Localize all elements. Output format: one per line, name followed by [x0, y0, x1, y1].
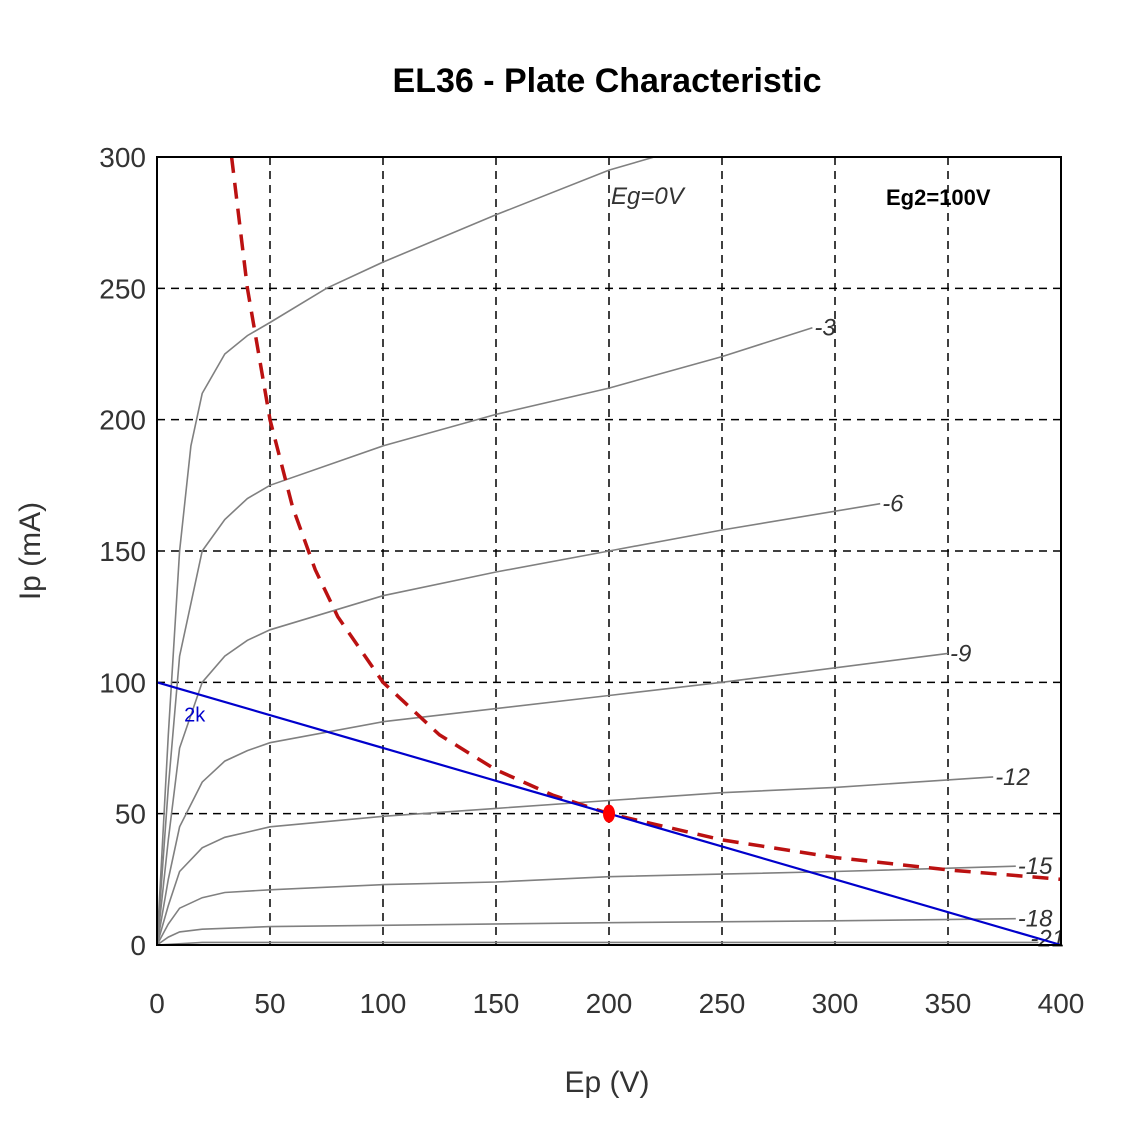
curve-label: -9 — [950, 640, 971, 667]
curve-minus-12 — [156, 776, 994, 946]
x-tick-label: 250 — [699, 988, 746, 1019]
curve-minus-3 — [156, 326, 813, 946]
plot-frame — [156, 156, 1062, 946]
curve-eg-0v — [156, 156, 655, 946]
x-tick-label: 400 — [1038, 988, 1085, 1019]
chart-title: EL36 - Plate Characteristic — [393, 62, 822, 100]
curve-minus-9 — [156, 652, 949, 946]
curve-label: -18 — [1018, 906, 1053, 933]
x-tick-label: 350 — [925, 988, 972, 1019]
x-tick-label: 150 — [473, 988, 520, 1019]
curve-label: -21 — [1030, 925, 1065, 952]
load-line-label: 2k — [184, 705, 206, 727]
y-tick-label: 250 — [99, 273, 146, 304]
curve-label: Eg=0V — [611, 183, 686, 210]
curve-minus-15 — [156, 865, 1016, 946]
tick-labels: 0 50 100 150 200 250 300 350 400 0 50 100 150 200 250 3… — [99, 142, 1084, 1019]
characteristic-curves: Eg=0V-3-6-9-12-15-18-21 — [156, 156, 1065, 952]
operating-point — [603, 804, 615, 823]
x-tick-label: 300 — [812, 988, 859, 1019]
y-tick-label: 150 — [99, 536, 146, 567]
y-tick-label: 300 — [99, 142, 146, 173]
x-tick-label: 200 — [586, 988, 633, 1019]
curve-minus-18 — [156, 917, 1016, 946]
max-dissipation-curve — [229, 156, 1062, 882]
screen-grid-voltage-annotation: Eg2=100V — [886, 185, 991, 210]
curve-label: -3 — [814, 315, 836, 342]
x-tick-label: 0 — [149, 988, 165, 1019]
max-dissipation-line — [229, 156, 1062, 882]
x-axis-label: Ep (V) — [564, 1066, 649, 1099]
y-tick-label: 200 — [99, 405, 146, 436]
curve-label: -6 — [882, 491, 904, 518]
curve-minus-21 — [156, 941, 1039, 946]
y-tick-label: 100 — [99, 667, 146, 698]
y-axis-label: Ip (mA) — [14, 502, 47, 600]
x-tick-label: 50 — [254, 988, 285, 1019]
x-tick-label: 100 — [360, 988, 407, 1019]
curve-minus-6 — [156, 502, 881, 946]
load-line: 2k — [156, 681, 1062, 947]
y-tick-label: 0 — [130, 930, 146, 961]
curve-label: -12 — [995, 764, 1030, 791]
y-tick-label: 50 — [115, 799, 146, 830]
